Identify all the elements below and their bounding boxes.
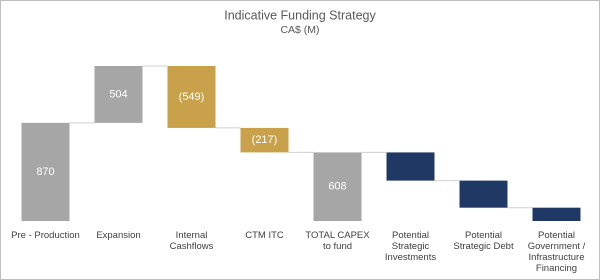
x-tick-label: Internal Cashflows bbox=[169, 230, 214, 252]
bar bbox=[240, 127, 289, 153]
x-tick-label: CTM ITC bbox=[245, 230, 284, 241]
x-tick-label: Potential Strategic Debt bbox=[453, 230, 514, 252]
x-tick-label: Pre - Production bbox=[11, 230, 80, 241]
bar bbox=[313, 152, 362, 221]
x-tick-label: Expansion bbox=[96, 230, 141, 241]
bar bbox=[532, 207, 581, 221]
data-label: (549) bbox=[179, 91, 205, 103]
bar bbox=[94, 66, 143, 123]
x-tick-label: Potential Strategic Investments bbox=[384, 230, 437, 263]
bar bbox=[386, 152, 435, 181]
data-label: (217) bbox=[252, 134, 278, 146]
chart-title: Indicative Funding Strategy bbox=[224, 8, 376, 22]
bar bbox=[459, 180, 508, 208]
data-label: 608 bbox=[328, 181, 346, 193]
x-tick-label: Potential Government / Infrastructure Fi… bbox=[527, 230, 586, 274]
data-label: 870 bbox=[36, 166, 54, 178]
chart-subtitle: CA$ (M) bbox=[280, 24, 319, 36]
bar bbox=[21, 122, 70, 221]
data-label: 504 bbox=[109, 88, 127, 100]
bar bbox=[167, 66, 216, 128]
x-tick-label: TOTAL CAPEX to fund bbox=[305, 230, 370, 252]
